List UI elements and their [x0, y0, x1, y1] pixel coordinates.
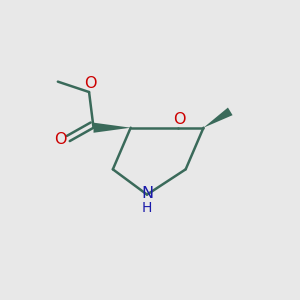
- Text: N: N: [141, 186, 153, 201]
- Polygon shape: [203, 108, 232, 128]
- Text: O: O: [84, 76, 97, 91]
- Text: O: O: [173, 112, 186, 127]
- Polygon shape: [94, 123, 131, 133]
- Text: H: H: [142, 201, 152, 215]
- Text: O: O: [54, 132, 67, 147]
